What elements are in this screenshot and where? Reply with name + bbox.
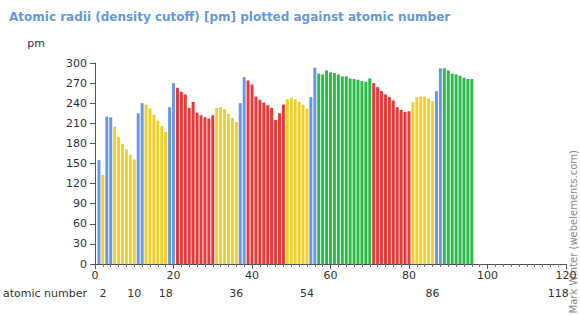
svg-text:270: 270 <box>66 77 87 90</box>
svg-text:180: 180 <box>66 137 87 150</box>
svg-text:pm: pm <box>27 37 45 50</box>
svg-text:54: 54 <box>300 287 314 300</box>
svg-text:60: 60 <box>324 269 338 282</box>
svg-text:atomic number: atomic number <box>3 287 88 300</box>
svg-text:90: 90 <box>73 197 87 210</box>
svg-text:0: 0 <box>80 258 87 271</box>
svg-text:80: 80 <box>402 269 416 282</box>
svg-text:118: 118 <box>548 287 569 300</box>
svg-text:0: 0 <box>92 269 99 282</box>
svg-text:18: 18 <box>159 287 173 300</box>
svg-text:86: 86 <box>426 287 440 300</box>
svg-text:20: 20 <box>167 269 181 282</box>
svg-text:120: 120 <box>66 177 87 190</box>
svg-text:240: 240 <box>66 97 87 110</box>
svg-text:2: 2 <box>99 287 106 300</box>
svg-text:Atomic radii (density cutoff): Atomic radii (density cutoff) [pm] plott… <box>9 10 450 24</box>
svg-text:100: 100 <box>477 269 498 282</box>
svg-text:300: 300 <box>66 57 87 70</box>
svg-text:210: 210 <box>66 117 87 130</box>
svg-text:40: 40 <box>245 269 259 282</box>
svg-text:© Mark Winter (webelements.com: © Mark Winter (webelements.com) <box>568 150 579 315</box>
svg-text:150: 150 <box>66 157 87 170</box>
svg-text:120: 120 <box>556 269 577 282</box>
svg-text:36: 36 <box>229 287 243 300</box>
svg-text:30: 30 <box>73 237 87 250</box>
svg-text:10: 10 <box>127 287 141 300</box>
svg-text:60: 60 <box>73 217 87 230</box>
